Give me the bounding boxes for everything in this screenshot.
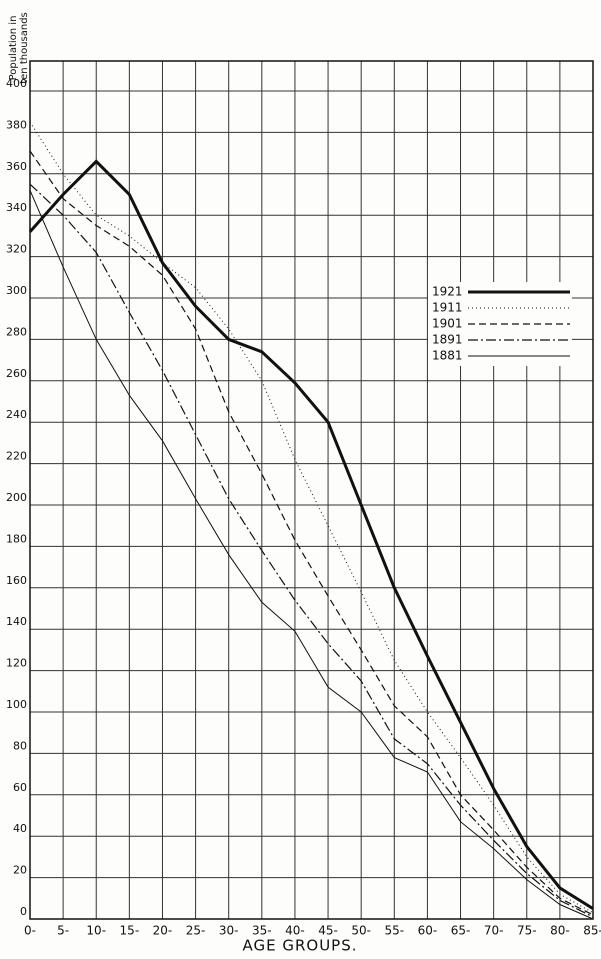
x-tick-label: 0- [24,924,36,938]
y-tick-label: 200 [6,491,27,504]
y-tick-label: 140 [6,615,27,628]
y-tick-label: 160 [6,574,27,587]
legend-label: 1881 [432,349,463,363]
y-tick-label: 40 [13,822,27,835]
x-tick-label: 15- [120,924,140,938]
y-tick-label: 120 [6,657,27,670]
x-tick-label: 75- [517,924,537,938]
x-tick-label: 85- [583,924,601,938]
y-tick-label: 340 [6,201,27,214]
y-tick-label: 260 [6,367,27,380]
y-tick-label: 220 [6,450,27,463]
x-tick-label: 50- [351,924,371,938]
y-tick-label: 240 [6,408,27,421]
x-tick-label: 60- [418,924,438,938]
y-tick-label: 320 [6,243,27,256]
legend-label: 1901 [432,317,463,331]
y-tick-label: 180 [6,532,27,545]
y-tick-label: 20 [13,864,27,877]
series-line [29,183,594,918]
x-tick-label: 45- [318,924,338,938]
y-label: Population in [8,16,19,81]
series-line [29,190,594,920]
x-tick-label: 10- [86,924,106,938]
y-tick-label: 400 [6,77,27,90]
y-tick-label: 0 [20,905,27,918]
x-tick-label: 70- [484,924,504,938]
x-tick-label: 20- [153,924,173,938]
legend-label: 1891 [432,333,463,347]
x-tick-label: 35- [252,924,272,938]
y-tick-label: 360 [6,160,27,173]
y-tick-label: 80 [13,739,27,752]
plot-frame [29,60,594,920]
x-tick-label: 25- [186,924,206,938]
legend-label: 1921 [432,285,463,299]
x-tick-label: 65- [451,924,471,938]
x-tick-label: 5- [57,924,69,938]
legend-label: 1911 [432,301,463,315]
y-tick-label: 300 [6,284,27,297]
x-tick-label: 40- [285,924,305,938]
x-tick-label: 80- [550,924,570,938]
series-line [28,159,594,910]
series-line [29,150,594,916]
x-tick-label: 55- [384,924,404,938]
y-tick-label: 280 [6,325,27,338]
y-tick-label: 60 [13,781,27,794]
y-tick-label: 380 [6,118,27,131]
y-label: ten thousands [19,12,30,84]
x-label: AGE GROUPS. [242,937,357,955]
x-tick-label: 30- [219,924,239,938]
y-tick-label: 100 [6,698,27,711]
